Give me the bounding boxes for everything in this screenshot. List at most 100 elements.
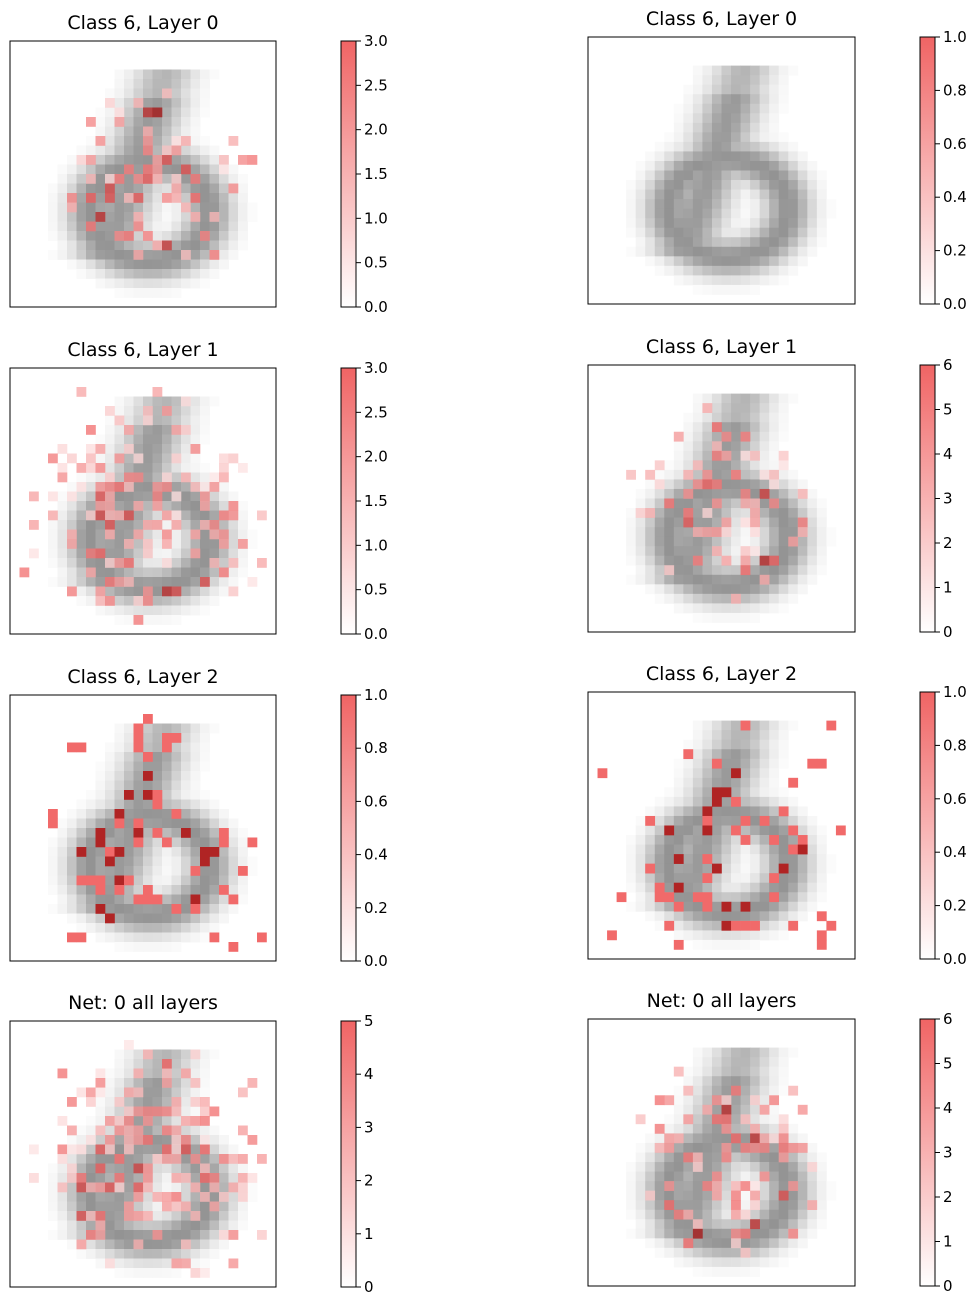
attribution-pixel bbox=[114, 231, 125, 241]
digit-pixel bbox=[664, 265, 675, 276]
digit-pixel bbox=[143, 444, 153, 454]
digit-pixel bbox=[152, 752, 163, 762]
digit-pixel bbox=[181, 259, 191, 270]
digit-pixel bbox=[673, 758, 684, 769]
digit-pixel bbox=[76, 577, 87, 587]
colorbar-tick-label: 0.0 bbox=[364, 298, 388, 316]
digit-pixel bbox=[114, 164, 125, 175]
digit-pixel bbox=[152, 193, 163, 203]
digit-pixel bbox=[181, 885, 191, 895]
digit-pixel bbox=[797, 854, 808, 865]
digit-pixel bbox=[57, 193, 68, 203]
attribution-pixel bbox=[769, 469, 780, 480]
digit-pixel bbox=[654, 815, 665, 826]
attribution-pixel bbox=[181, 250, 191, 260]
digit-pixel bbox=[788, 796, 799, 807]
attribution-pixel bbox=[635, 1114, 646, 1125]
attribution-pixel bbox=[133, 733, 144, 743]
digit-pixel bbox=[797, 536, 808, 547]
digit-pixel bbox=[721, 612, 732, 623]
digit-pixel bbox=[143, 780, 153, 791]
digit-pixel bbox=[731, 103, 741, 114]
digit-pixel bbox=[740, 460, 751, 471]
digit-pixel bbox=[181, 415, 191, 426]
digit-pixel bbox=[152, 856, 163, 867]
digit-pixel bbox=[692, 422, 703, 433]
digit-pixel bbox=[769, 930, 780, 941]
digit-pixel bbox=[635, 208, 646, 219]
digit-pixel bbox=[769, 1142, 780, 1153]
digit-pixel bbox=[731, 1142, 741, 1153]
digit-pixel bbox=[152, 771, 163, 781]
digit-pixel bbox=[740, 1123, 751, 1134]
digit-pixel bbox=[683, 422, 694, 433]
digit-pixel bbox=[219, 1182, 229, 1193]
attribution-pixel bbox=[162, 240, 172, 251]
digit-pixel bbox=[692, 199, 703, 210]
digit-pixel bbox=[740, 132, 751, 143]
digit-pixel bbox=[702, 1066, 713, 1077]
digit-pixel bbox=[95, 558, 106, 568]
digit-pixel bbox=[200, 596, 210, 606]
digit-pixel bbox=[635, 555, 646, 566]
digit-pixel bbox=[105, 453, 115, 464]
digit-pixel bbox=[797, 1200, 808, 1211]
digit-pixel bbox=[162, 434, 172, 445]
digit-pixel bbox=[133, 444, 144, 454]
digit-pixel bbox=[162, 605, 172, 616]
digit-pixel bbox=[721, 930, 732, 941]
digit-pixel bbox=[731, 730, 741, 741]
attribution-pixel bbox=[105, 193, 115, 203]
digit-pixel bbox=[95, 231, 106, 241]
attribution-pixel bbox=[721, 450, 732, 461]
digit-pixel bbox=[645, 1181, 656, 1192]
digit-pixel bbox=[114, 88, 125, 99]
attribution-pixel bbox=[95, 1163, 106, 1174]
digit-pixel bbox=[711, 1142, 722, 1153]
digit-pixel bbox=[769, 227, 780, 238]
digit-pixel bbox=[702, 1238, 713, 1249]
digit-pixel bbox=[152, 1116, 163, 1126]
digit-pixel bbox=[171, 1078, 182, 1088]
digit-pixel bbox=[86, 202, 96, 213]
attribution-pixel bbox=[105, 577, 115, 587]
digit-pixel bbox=[171, 396, 182, 407]
digit-pixel bbox=[238, 212, 248, 222]
digit-pixel bbox=[769, 393, 780, 404]
digit-pixel bbox=[731, 256, 741, 267]
digit-pixel bbox=[143, 98, 153, 108]
digit-pixel bbox=[664, 1162, 675, 1172]
digit-pixel bbox=[635, 246, 646, 257]
attribution-pixel bbox=[95, 1144, 106, 1155]
digit-pixel bbox=[778, 815, 789, 826]
digit-pixel bbox=[664, 536, 675, 547]
digit-pixel bbox=[740, 113, 751, 124]
digit-pixel bbox=[645, 160, 656, 171]
digit-pixel bbox=[778, 1209, 789, 1220]
digit-pixel bbox=[133, 202, 144, 213]
digit-pixel bbox=[759, 768, 770, 779]
attribution-pixel bbox=[76, 1144, 87, 1155]
digit-pixel bbox=[702, 1162, 713, 1172]
digit-pixel bbox=[48, 866, 58, 876]
digit-pixel bbox=[750, 403, 761, 414]
digit-pixel bbox=[788, 1152, 799, 1163]
digit-pixel bbox=[48, 1201, 58, 1212]
subplot-5: Class 6, Layer 20.00.20.40.60.81.0 bbox=[9, 666, 388, 970]
attribution-pixel bbox=[67, 1125, 77, 1136]
digit-pixel bbox=[133, 1049, 144, 1060]
digit-pixel bbox=[171, 742, 182, 753]
attribution-pixel bbox=[181, 1239, 191, 1250]
digit-pixel bbox=[162, 1230, 172, 1240]
digit-pixel bbox=[759, 508, 770, 518]
digit-pixel bbox=[702, 603, 713, 614]
digit-pixel bbox=[826, 208, 837, 219]
digit-pixel bbox=[711, 574, 722, 585]
digit-pixel bbox=[645, 208, 656, 219]
digit-pixel bbox=[190, 752, 201, 762]
attribution-pixel bbox=[807, 1200, 818, 1211]
attribution-pixel bbox=[86, 548, 96, 559]
digit-pixel bbox=[778, 431, 789, 442]
attribution-pixel bbox=[692, 1162, 703, 1172]
